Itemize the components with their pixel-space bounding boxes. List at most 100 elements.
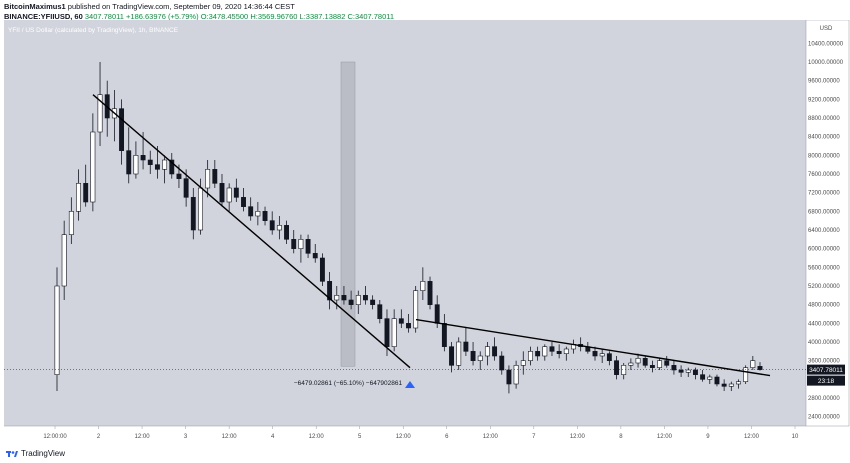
candle — [212, 169, 218, 184]
y-tick-label: 10400.00000 — [808, 41, 844, 47]
price-axis[interactable] — [805, 20, 850, 427]
candle — [262, 211, 268, 221]
candle — [606, 353, 612, 361]
candle — [692, 369, 698, 375]
x-tick-label: 4 — [271, 434, 275, 440]
candle — [341, 295, 347, 301]
candle — [269, 220, 275, 231]
last-value: 3407.78011 — [84, 12, 124, 21]
candle — [714, 376, 720, 385]
candle — [241, 197, 246, 207]
candle — [176, 173, 182, 179]
y-tick-label: 2800.00000 — [808, 396, 840, 402]
plot-area[interactable] — [4, 20, 806, 426]
candle — [154, 164, 160, 170]
candle — [657, 360, 663, 368]
measure-annotation: −6479.02861 (−65.10%) −647902861 — [294, 380, 403, 387]
candle — [162, 159, 168, 170]
symbol-label: BINANCE:YFIIUSD, 60 — [4, 12, 83, 21]
candle — [284, 225, 290, 240]
up-arrow-icon — [405, 381, 415, 388]
x-tick-label: 12:00:00 — [43, 434, 67, 440]
candle — [513, 365, 519, 385]
candle — [334, 295, 340, 301]
candle — [276, 225, 282, 231]
candle — [398, 318, 404, 324]
candle — [219, 183, 225, 203]
x-tick-label: 12:00 — [570, 434, 586, 440]
candle — [527, 351, 533, 361]
x-tick-label: 12:00 — [222, 434, 238, 440]
candle — [233, 187, 239, 198]
x-tick-label: 12:00 — [483, 434, 499, 440]
candle — [363, 295, 368, 301]
candle — [743, 367, 749, 382]
ohlc-values: O:3478.45500 H:3569.96760 L:3387.13882 C… — [200, 12, 395, 21]
candle — [147, 159, 153, 165]
descending-trendline-1[interactable] — [92, 94, 411, 369]
candle — [707, 376, 713, 380]
candle — [456, 341, 462, 366]
x-tick-label: 12:00 — [135, 434, 151, 440]
candle — [470, 351, 476, 361]
candle — [406, 323, 411, 329]
x-tick-label: 12:00 — [657, 434, 673, 440]
candle — [377, 304, 383, 319]
candle — [549, 346, 555, 352]
x-tick-label: 5 — [358, 434, 362, 440]
candle — [685, 369, 691, 373]
candle — [463, 341, 469, 352]
candle — [312, 253, 318, 259]
candle — [169, 159, 175, 175]
y-tick-label: 2400.00000 — [808, 415, 840, 421]
x-tick-label: 9 — [706, 434, 710, 440]
candlestick-chart[interactable]: YFII / US Dollar (calculated by TradingV… — [0, 20, 850, 446]
x-tick-label: 12:00 — [396, 434, 412, 440]
y-tick-label: 5600.00000 — [808, 265, 840, 271]
candle — [255, 211, 261, 217]
candle — [757, 366, 763, 370]
chart-title: YFII / US Dollar (calculated by TradingV… — [8, 27, 179, 34]
candle — [750, 360, 756, 368]
candle — [628, 362, 634, 366]
publish-line: BitcoinMaximus1 published on TradingView… — [4, 2, 295, 11]
candle — [413, 290, 419, 329]
y-tick-label: 10000.00000 — [808, 60, 844, 66]
countdown-badge — [807, 375, 845, 386]
author-name[interactable]: BitcoinMaximus1 — [4, 2, 66, 11]
candle — [183, 178, 189, 198]
last-price-badge — [807, 364, 845, 375]
y-tick-label: 8800.00000 — [808, 116, 840, 122]
candle — [599, 353, 605, 357]
candle — [700, 374, 706, 380]
candle — [592, 351, 598, 357]
candle — [649, 365, 655, 368]
candle — [97, 94, 103, 133]
candle — [664, 360, 670, 366]
candle — [420, 281, 426, 291]
candle — [520, 360, 526, 366]
candle — [327, 281, 333, 301]
publish-info: published on TradingView.com, September … — [67, 2, 295, 11]
tradingview-brand[interactable]: TradingView — [21, 449, 66, 458]
descending-trendline-2[interactable] — [415, 318, 771, 377]
y-tick-label: 7600.00000 — [808, 172, 840, 178]
last-price-label: 3407.78011 — [809, 367, 843, 374]
y-tick-label: 8000.00000 — [808, 153, 840, 159]
symbol-line: BINANCE:YFIIUSD, 60 3407.78011 +186.6397… — [4, 12, 394, 21]
tradingview-logo-icon — [6, 450, 18, 457]
candle — [248, 206, 254, 217]
candle — [205, 169, 211, 189]
change-value: +186.63976 (+5.79%) — [126, 12, 199, 21]
currency-label: USD — [820, 26, 833, 32]
x-tick-label: 10 — [792, 434, 799, 440]
candle — [535, 351, 541, 357]
candle — [434, 304, 440, 324]
y-tick-label: 6800.00000 — [808, 209, 840, 215]
candle — [133, 155, 139, 175]
candle — [384, 318, 390, 347]
candle — [348, 299, 354, 305]
x-tick-label: 12:00 — [744, 434, 760, 440]
candle — [355, 295, 361, 305]
y-tick-label: 5200.00000 — [808, 284, 840, 290]
